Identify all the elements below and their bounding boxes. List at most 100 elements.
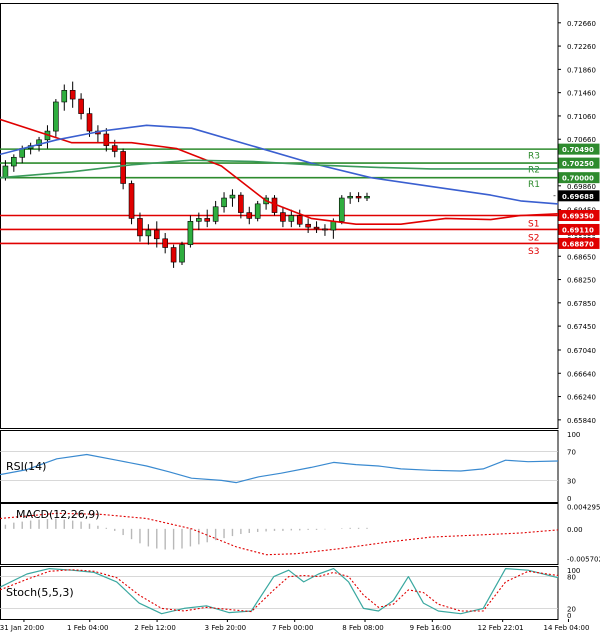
level-tag-r2-bg: [558, 157, 600, 169]
rsi-tick-label: 100: [567, 431, 580, 439]
candle: [254, 200, 261, 222]
candle-body: [128, 183, 135, 219]
rsi-line: [0, 453, 559, 484]
stoch-tick-label: 20: [567, 605, 576, 613]
candle-body: [221, 197, 227, 208]
candle: [78, 93, 84, 120]
candle-body: [170, 247, 177, 263]
candle: [280, 206, 286, 228]
candle: [137, 212, 143, 242]
stoch-d-line: [0, 569, 559, 613]
candle: [162, 232, 168, 254]
candle-body: [229, 194, 236, 199]
candle: [153, 221, 160, 248]
price-tick-label: 0.67040: [567, 347, 596, 355]
time-tick-label: 12 Feb 22:01: [478, 624, 524, 632]
level-tag-s2: 0.69110: [562, 226, 594, 234]
candle: [86, 107, 93, 137]
candle-body: [196, 218, 202, 222]
time-tick-label: 8 Feb 08:00: [342, 624, 383, 632]
macd-title: MACD(12,26,9): [16, 508, 100, 521]
candle-body: [330, 221, 337, 231]
candle-body: [338, 197, 345, 222]
stoch-panel-frame: [0, 566, 559, 620]
candle-body: [78, 98, 84, 114]
rsi-tick-label: 0: [567, 495, 571, 503]
candle-body: [69, 90, 76, 100]
candle: [238, 192, 244, 219]
level-label-s3: S3: [528, 247, 539, 257]
rsi-title: RSI(14): [6, 460, 46, 473]
level-tag-s1-bg: [558, 210, 600, 221]
time-tick-label: 31 Jan 20:00: [0, 624, 44, 632]
rsi-panel-frame: [0, 430, 559, 503]
price-tick-label: 0.68650: [567, 253, 596, 261]
candle: [313, 221, 320, 233]
rsi-tick-label: 30: [567, 477, 576, 485]
macd-tick-label: -0.005702: [567, 555, 600, 563]
level-tag-r2: 0.70250: [562, 160, 594, 168]
price-tick-label: 0.68250: [567, 277, 596, 285]
stoch-tick-label: 0: [567, 612, 571, 620]
candle-body: [280, 212, 286, 222]
candle: [95, 125, 101, 143]
candle-body: [204, 218, 211, 222]
candle-body: [61, 90, 68, 103]
candle: [11, 154, 17, 172]
candle-body: [145, 229, 152, 237]
candle: [355, 192, 362, 203]
candle: [120, 148, 126, 190]
price-tick-label: 0.72660: [567, 20, 596, 28]
macd-tick-label: 0.004295: [567, 504, 600, 512]
candle-body: [120, 151, 126, 184]
price-tick-label: 0.72260: [567, 43, 596, 51]
candle-body: [254, 203, 261, 219]
candle: [204, 209, 211, 228]
candle-body: [111, 145, 118, 152]
level-label-s2: S2: [528, 234, 539, 244]
candle-body: [322, 228, 328, 231]
stoch-tick-label: 100: [567, 567, 580, 575]
level-tag-s1: 0.69350: [562, 213, 594, 221]
price-tick-label: 0.71060: [567, 113, 596, 121]
rsi-tick-label: 70: [567, 449, 576, 457]
candle: [305, 218, 311, 233]
candle: [212, 200, 219, 225]
candle-body: [86, 113, 93, 132]
candle: [263, 195, 269, 210]
macd-signal-line: [0, 512, 559, 556]
candle: [61, 84, 68, 111]
price-tick-label: 0.65840: [567, 417, 596, 425]
price-tick-label: 0.70660: [567, 136, 596, 144]
candle-body: [153, 229, 160, 240]
candle: [187, 215, 194, 248]
price-tick-label: 0.67450: [567, 323, 596, 331]
candle-body: [212, 206, 219, 222]
candle: [145, 224, 152, 245]
candle: [69, 81, 76, 108]
candle-body: [238, 194, 244, 213]
candle-body: [355, 195, 362, 199]
moving-average-line-1: [0, 118, 559, 225]
candle-body: [53, 101, 59, 132]
candle-body: [137, 218, 143, 237]
candle-body: [347, 195, 353, 199]
time-tick-label: 7 Feb 00:00: [272, 624, 313, 632]
candle: [347, 192, 353, 204]
candle-body: [305, 223, 311, 228]
candle-body: [246, 212, 253, 219]
current-price-tag-bg: [558, 190, 600, 202]
candle: [103, 128, 110, 152]
candle: [296, 209, 303, 228]
time-tick-label: 2 Feb 12:00: [134, 624, 175, 632]
level-tag-r3-bg: [558, 143, 600, 155]
candle: [44, 125, 51, 149]
stoch-title: Stoch(5,5,3): [6, 586, 74, 599]
candle: [128, 180, 135, 225]
stoch-k-line: [0, 567, 559, 615]
level-label-r1: R1: [528, 180, 540, 190]
level-tag-s2-bg: [558, 223, 600, 235]
stoch-tick-label: 80: [567, 574, 576, 582]
price-tick-label: 0.66240: [567, 394, 596, 402]
